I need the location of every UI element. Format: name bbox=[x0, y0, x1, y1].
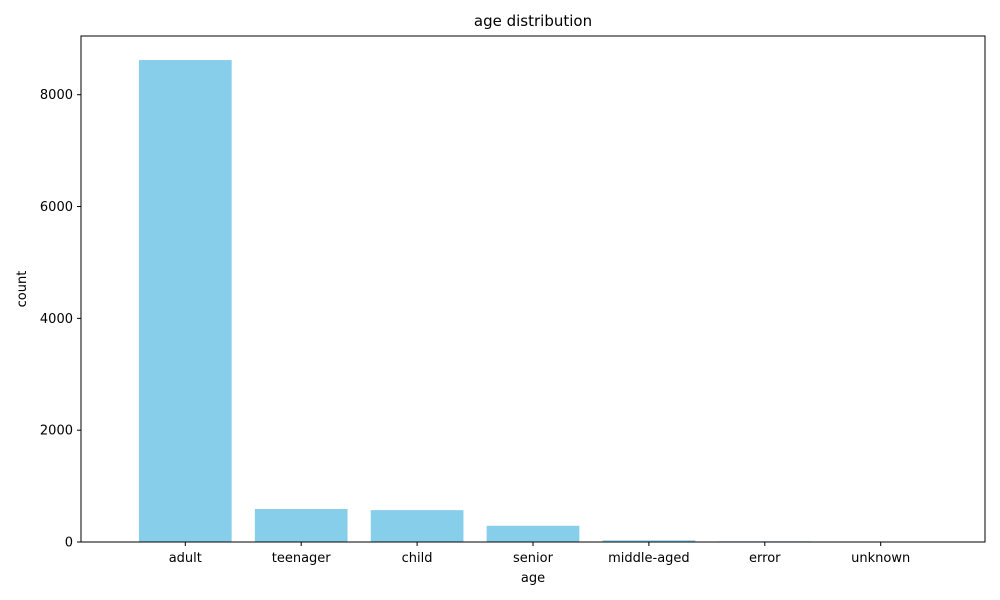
bar-teenager bbox=[254, 509, 348, 542]
bar-adult bbox=[138, 60, 232, 542]
y-axis-ticks: 0 2000 4000 6000 8000 bbox=[40, 88, 81, 551]
y-tick-label: 2000 bbox=[40, 424, 73, 439]
bar-middle-aged bbox=[602, 540, 696, 542]
bar-child bbox=[370, 510, 464, 542]
x-tick-label: senior bbox=[513, 551, 554, 566]
bar-senior bbox=[486, 525, 580, 542]
y-axis-label: count bbox=[15, 271, 30, 308]
x-axis-ticks: adult teenager child senior middle-aged error… bbox=[169, 542, 910, 566]
x-tick-label: child bbox=[402, 551, 433, 566]
x-tick-label: error bbox=[749, 551, 781, 566]
y-tick-label: 4000 bbox=[40, 312, 73, 327]
x-tick-label: adult bbox=[169, 551, 202, 566]
y-tick-label: 0 bbox=[65, 536, 73, 551]
y-tick-label: 6000 bbox=[40, 200, 73, 215]
x-tick-label: teenager bbox=[272, 551, 332, 566]
x-tick-label: unknown bbox=[851, 551, 910, 566]
chart-title: age distribution bbox=[474, 12, 592, 30]
x-axis-label: age bbox=[521, 571, 545, 586]
plot-area-frame bbox=[80, 35, 986, 543]
bars-group bbox=[138, 60, 928, 543]
y-tick-label: 8000 bbox=[40, 88, 73, 103]
x-tick-label: middle-aged bbox=[608, 551, 690, 566]
